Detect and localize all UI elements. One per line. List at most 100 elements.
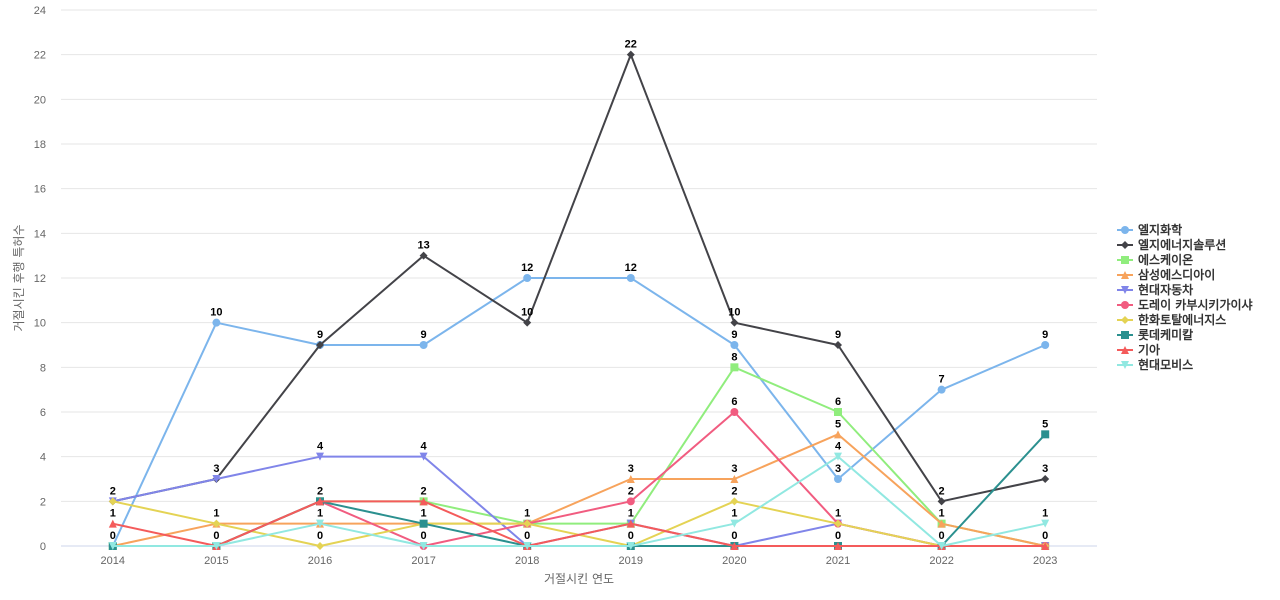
data-point	[108, 497, 117, 506]
data-label: 0	[835, 530, 841, 542]
data-point	[316, 452, 324, 461]
data-point	[108, 542, 117, 550]
data-label: 0	[1042, 530, 1048, 542]
data-label: 5	[835, 418, 841, 430]
legend-marker	[1121, 226, 1129, 234]
legend-marker	[1121, 271, 1129, 279]
data-point	[212, 519, 221, 528]
data-label: 4	[317, 441, 324, 453]
data-label: 6	[835, 396, 841, 408]
legend-item: 롯데케미칼	[1117, 327, 1193, 342]
data-point	[1041, 519, 1050, 528]
legend-label: 엘지화학	[1138, 222, 1182, 237]
x-tick-label: 2019	[619, 555, 643, 567]
data-label: 22	[625, 39, 637, 51]
x-tick-label: 2017	[411, 555, 435, 567]
data-label: 3	[213, 463, 219, 475]
series-group	[108, 50, 1050, 550]
data-label: 3	[1042, 463, 1048, 475]
series-line	[111, 455, 1047, 547]
data-point	[1041, 542, 1050, 550]
legend-label: 에스케이온	[1138, 252, 1193, 267]
data-point	[834, 430, 842, 439]
data-label: 13	[417, 240, 429, 252]
x-axis: 2014 2015 2016 2017 2018 2019 2020 2021 2022 2023	[101, 555, 1058, 567]
data-label: 1	[939, 508, 945, 520]
data-point	[1041, 475, 1050, 483]
y-tick-label: 20	[34, 94, 46, 106]
data-point	[730, 318, 739, 327]
data-point	[730, 475, 739, 483]
legend-item: 엘지에너지솔루션	[1117, 237, 1226, 252]
data-label: 0	[317, 530, 323, 542]
data-label: 1	[628, 508, 634, 520]
data-label: 12	[625, 262, 637, 274]
data-point	[834, 519, 842, 528]
data-point	[419, 452, 428, 461]
data-point	[316, 542, 324, 550]
series-10	[108, 452, 1050, 550]
data-label: 2	[731, 485, 737, 497]
x-axis-title: 거절시킨 연도	[544, 572, 614, 586]
legend-marker	[1121, 241, 1129, 249]
legend-item: 에스케이온	[1117, 252, 1193, 267]
legend-marker	[1121, 331, 1129, 339]
y-tick-label: 6	[40, 407, 46, 419]
y-tick-label: 16	[34, 184, 46, 196]
data-point	[834, 341, 842, 349]
legend-marker	[1121, 256, 1129, 264]
legend-label: 현대자동차	[1138, 282, 1193, 297]
data-point	[937, 519, 946, 528]
legend-item: 삼성에스디아이	[1117, 267, 1215, 282]
x-tick-label: 2018	[515, 555, 539, 567]
data-point	[419, 519, 428, 528]
data-point	[834, 452, 842, 461]
y-tick-label: 2	[40, 496, 46, 508]
data-point	[1041, 341, 1050, 349]
series-line	[111, 433, 1047, 547]
legend-label: 삼성에스디아이	[1138, 267, 1215, 282]
data-point	[419, 251, 428, 260]
data-label: 6	[731, 396, 737, 408]
data-point	[626, 497, 635, 506]
series-line	[111, 500, 1047, 547]
legend-marker	[1121, 346, 1129, 354]
data-label: 9	[835, 329, 841, 341]
data-label: 0	[524, 530, 530, 542]
data-point	[212, 542, 221, 550]
series-9	[108, 497, 1050, 550]
data-point	[730, 497, 739, 506]
x-tick-label: 2023	[1033, 555, 1057, 567]
data-label: 3	[731, 463, 737, 475]
data-point	[316, 519, 324, 528]
data-label: 4	[421, 441, 428, 453]
data-point	[730, 542, 739, 550]
series-line	[111, 277, 1047, 547]
legend-item: 현대모비스	[1117, 357, 1193, 372]
data-label: 5	[1042, 418, 1048, 430]
data-label: 1	[835, 508, 841, 520]
y-tick-label: 0	[40, 541, 46, 553]
data-label: 1	[524, 508, 530, 520]
y-tick-label: 8	[40, 362, 46, 374]
data-label: 1	[110, 508, 116, 520]
legend-label: 한화토탈에너지스	[1138, 312, 1226, 327]
y-tick-label: 14	[34, 228, 46, 240]
legend-item: 엘지화학	[1117, 222, 1182, 237]
data-label: 12	[521, 262, 533, 274]
legend-item: 한화토탈에너지스	[1117, 312, 1226, 327]
legend-marker	[1121, 301, 1129, 309]
data-label: 2	[317, 485, 323, 497]
data-point	[523, 542, 532, 550]
data-point	[316, 341, 324, 349]
data-labels: 2101031094210139421012101022123210109863…	[110, 39, 1049, 542]
data-point	[834, 408, 842, 416]
legend-item: 도레이 카부시키가이샤	[1117, 297, 1253, 312]
data-label: 2	[939, 485, 945, 497]
data-label: 1	[1042, 508, 1048, 520]
x-tick-label: 2015	[204, 555, 228, 567]
data-point	[626, 519, 635, 528]
data-label: 1	[731, 508, 737, 520]
legend-marker	[1121, 286, 1129, 294]
